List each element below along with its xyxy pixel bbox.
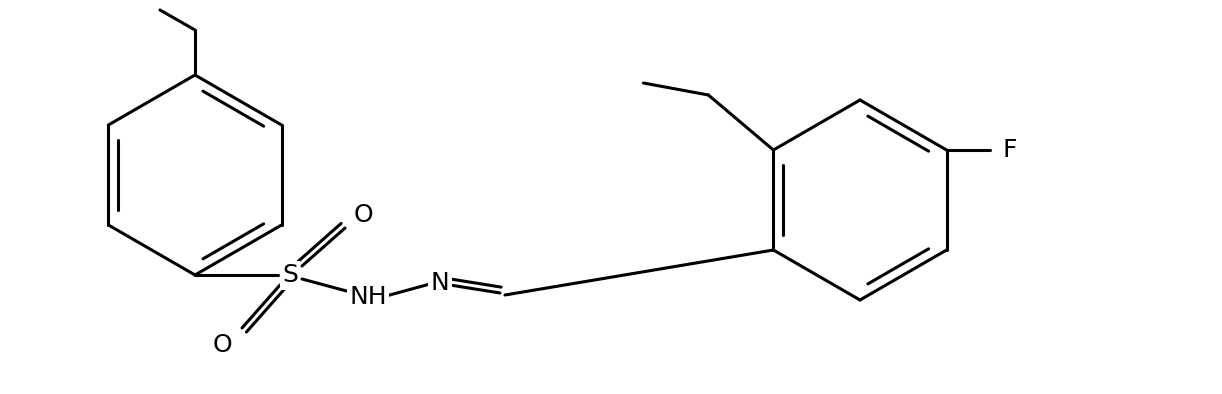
Text: F: F bbox=[1002, 138, 1017, 162]
Text: O: O bbox=[213, 333, 232, 357]
Text: O: O bbox=[353, 203, 373, 227]
Text: NH: NH bbox=[349, 285, 387, 309]
Text: N: N bbox=[430, 271, 450, 295]
Text: S: S bbox=[282, 263, 298, 287]
